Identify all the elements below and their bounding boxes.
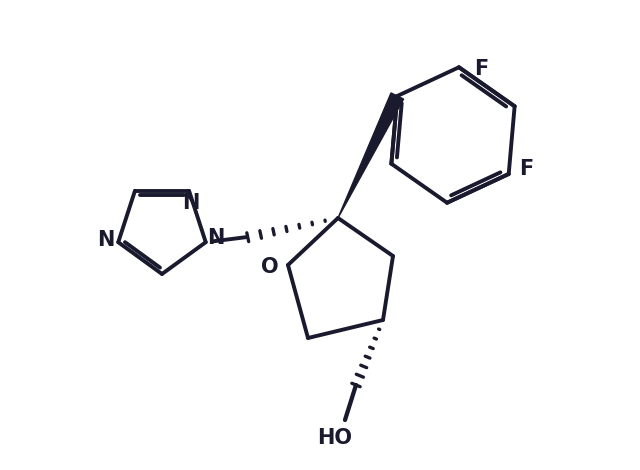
Text: F: F <box>520 159 534 179</box>
Text: N: N <box>182 193 200 213</box>
Text: F: F <box>474 59 488 79</box>
Text: N: N <box>97 230 115 250</box>
Text: O: O <box>261 257 279 277</box>
Polygon shape <box>338 93 404 218</box>
Text: N: N <box>207 228 225 248</box>
Text: HO: HO <box>317 428 353 448</box>
